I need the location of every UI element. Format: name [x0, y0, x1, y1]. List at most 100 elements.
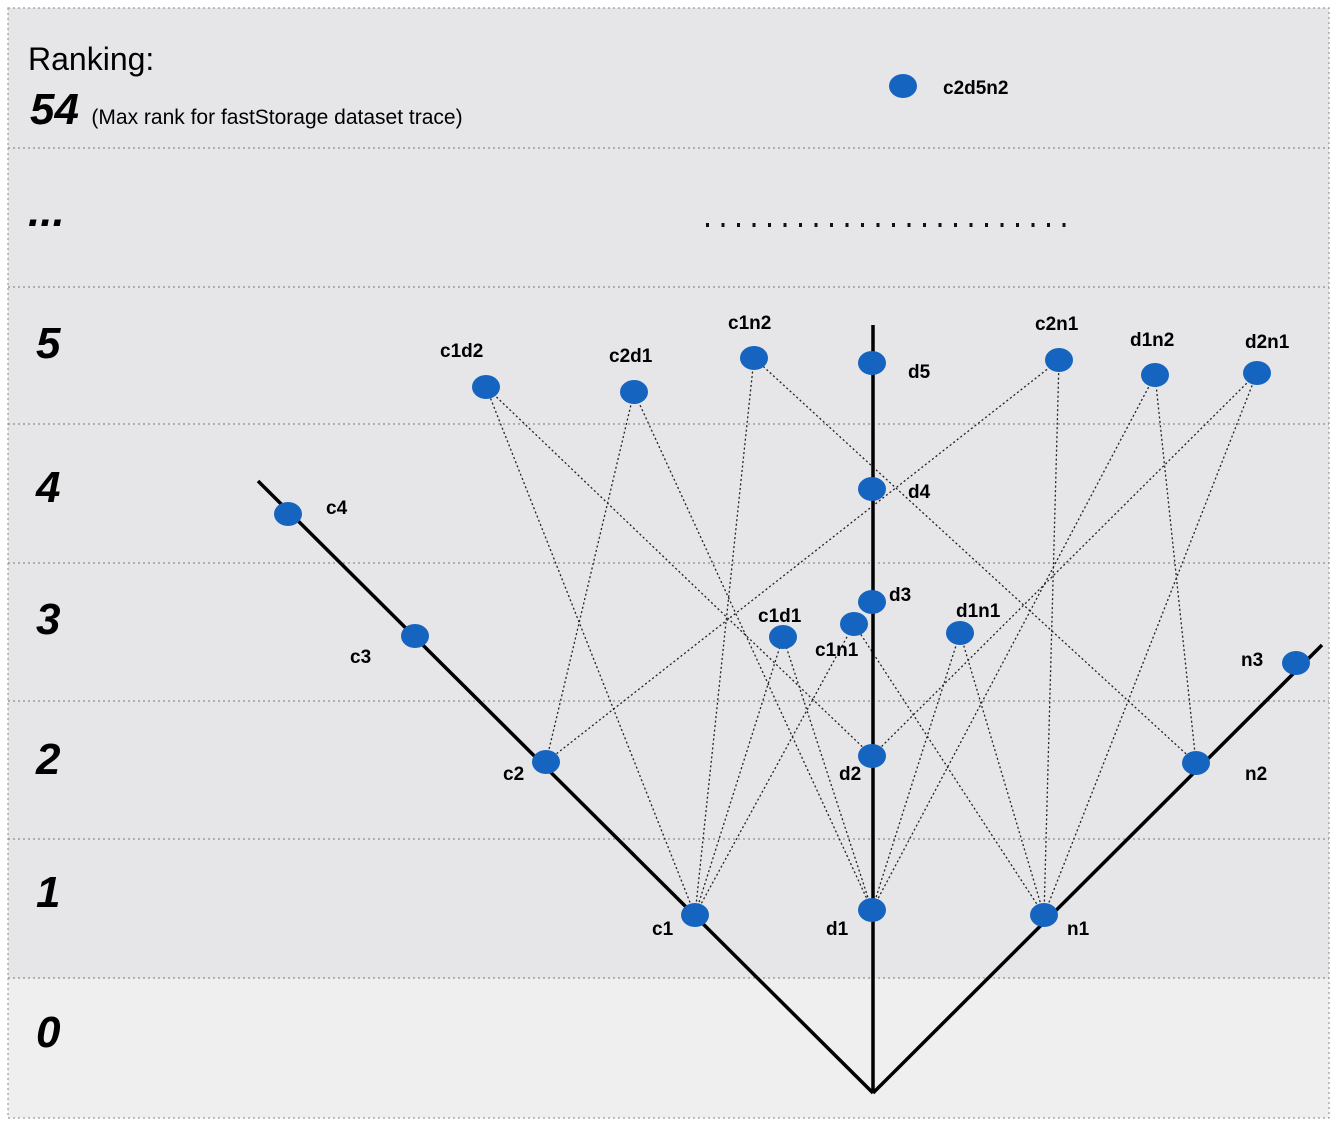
node-marker-n3: [1282, 651, 1310, 675]
node-c1n2: c1n2: [728, 313, 771, 370]
node-label-c1d2: c1d2: [440, 341, 483, 362]
max-rank-note-suffix: dataset trace): [328, 106, 462, 129]
node-label-c2n1: c2n1: [1035, 314, 1079, 335]
edge-c1-c1n2: [694, 357, 755, 916]
axis-lines: [256, 325, 1324, 1095]
rank-label-3: 3: [36, 595, 60, 644]
rank-label-ellipsis: ...: [28, 187, 65, 236]
edge-c2-c2n1: [545, 359, 1060, 763]
node-c1d2: c1d2: [440, 341, 500, 399]
node-c1n1: c1n1: [815, 612, 868, 661]
node-marker-c1d2: [472, 375, 500, 399]
edge-c2-c2d1: [545, 391, 635, 763]
node-label-c2: c2: [503, 764, 524, 785]
node-c2d5n2: c2d5n2: [889, 74, 1008, 99]
node-d5: d5: [858, 351, 931, 383]
node-c4: c4: [274, 498, 348, 526]
edge-d1-d1n1: [871, 632, 961, 911]
edge-n1-c1n1: [853, 623, 1045, 916]
node-marker-c1n1: [840, 612, 868, 636]
node-marker-c1: [681, 903, 709, 927]
node-marker-c2d1: [620, 380, 648, 404]
node-marker-d3: [858, 590, 886, 614]
edge-n2-d1n2: [1154, 374, 1197, 764]
node-n3: n3: [1241, 650, 1310, 675]
edge-d1-c2d1: [633, 391, 873, 911]
rank-bands: [7, 7, 1330, 1119]
node-marker-d2: [858, 744, 886, 768]
node-marker-d5: [858, 351, 886, 375]
node-marker-c4: [274, 502, 302, 526]
node-label-d1n2: d1n2: [1130, 330, 1174, 351]
edge-group: [485, 357, 1258, 916]
node-marker-d2n1: [1243, 361, 1271, 385]
dataset-name: fastStorage: [221, 106, 328, 129]
node-label-d4: d4: [908, 482, 931, 503]
node-d4: d4: [858, 477, 931, 503]
node-c2n1: c2n1: [1035, 314, 1079, 372]
node-label-d2n1: d2n1: [1245, 332, 1290, 353]
edge-d1-d1n2: [871, 374, 1156, 911]
node-label-n2: n2: [1245, 764, 1267, 785]
node-label-c2d1: c2d1: [609, 346, 653, 367]
node-d2n1: d2n1: [1243, 332, 1290, 385]
node-d1n2: d1n2: [1130, 330, 1174, 387]
node-label-c1n1: c1n1: [815, 640, 859, 661]
node-n2: n2: [1182, 751, 1267, 785]
max-rank-note-prefix: (Max rank for: [91, 106, 221, 129]
node-c1: c1: [652, 903, 709, 940]
rank-band-upper: [8, 8, 1329, 978]
node-n1: n1: [1030, 903, 1090, 940]
node-label-c3: c3: [350, 647, 371, 668]
rank-label-0: 0: [36, 1008, 61, 1057]
node-label-c4: c4: [326, 498, 348, 519]
edge-n2-c1n2: [753, 357, 1197, 764]
axis-line-c: [256, 479, 875, 1095]
node-label-d3: d3: [889, 585, 911, 606]
edge-d1-c1d1: [782, 636, 873, 911]
node-label-d5: d5: [908, 362, 931, 383]
edge-d2-d2n1: [871, 372, 1258, 757]
rank-label-5: 5: [36, 319, 61, 368]
node-label-d2: d2: [839, 764, 861, 785]
node-c1d1: c1d1: [758, 606, 802, 649]
node-marker-d1n1: [946, 621, 974, 645]
node-marker-c2d5n2: [889, 74, 917, 98]
node-d3: d3: [858, 585, 911, 614]
node-marker-c1d1: [769, 625, 797, 649]
node-label-n3: n3: [1241, 650, 1263, 671]
node-marker-d1n2: [1141, 363, 1169, 387]
node-d2: d2: [839, 744, 886, 785]
node-label-c2d5n2: c2d5n2: [943, 78, 1008, 99]
ranking-heading: Ranking:: [28, 41, 154, 77]
edge-d2-c1d2: [485, 386, 873, 757]
node-marker-c1n2: [740, 346, 768, 370]
node-marker-d4: [858, 477, 886, 501]
rank-band-0: [8, 978, 1329, 1118]
rank-labels: 0 1 2 3 4 5 ...: [28, 187, 65, 1057]
node-marker-n1: [1030, 903, 1058, 927]
max-rank-value: 54: [30, 85, 79, 134]
node-marker-c2n1: [1045, 348, 1073, 372]
node-label-c1d1: c1d1: [758, 606, 802, 627]
edge-c1-c1d2: [485, 386, 696, 916]
node-label-c1n2: c1n2: [728, 313, 771, 334]
node-c2: c2: [503, 750, 560, 785]
axis-line-n: [871, 643, 1324, 1095]
node-marker-c3: [401, 624, 429, 648]
rank-label-2: 2: [35, 735, 61, 784]
edge-c1-c1n1: [694, 623, 855, 916]
node-d1: d1: [826, 898, 886, 940]
node-label-d1n1: d1n1: [956, 601, 1001, 622]
rank-label-1: 1: [36, 868, 60, 917]
max-rank-line: 54 (Max rank for fastStorage dataset tra…: [30, 85, 463, 134]
node-d1n1: d1n1: [946, 601, 1001, 645]
node-c3: c3: [350, 624, 429, 668]
node-marker-n2: [1182, 751, 1210, 775]
edge-c1-c1d1: [694, 636, 784, 916]
node-marker-d1: [858, 898, 886, 922]
node-label-d1: d1: [826, 919, 849, 940]
node-c2d1: c2d1: [609, 346, 653, 404]
